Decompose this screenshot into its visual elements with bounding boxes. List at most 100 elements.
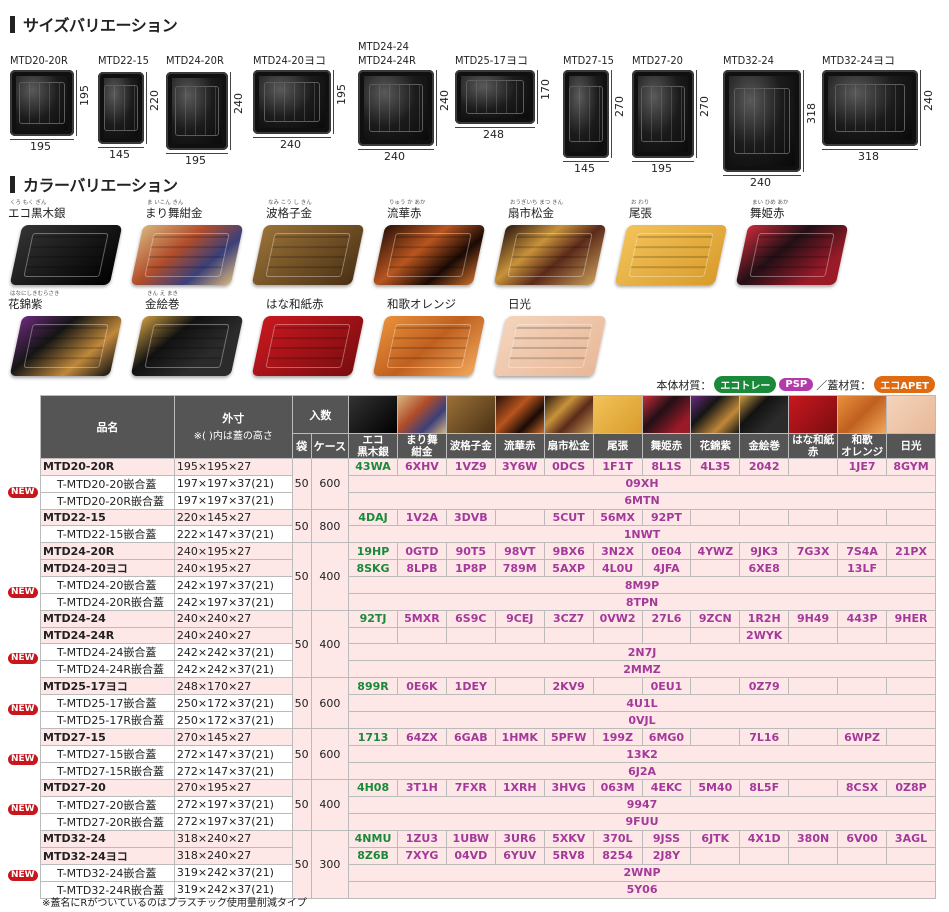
product-code: 7L16 (739, 728, 790, 747)
color-swatch (886, 395, 936, 434)
height-line (333, 70, 334, 134)
width-line (358, 149, 434, 150)
width-line (563, 161, 609, 162)
product-size: 240×195×27 (173, 542, 293, 561)
color-col-header: 舞姫赤 (641, 433, 692, 459)
product-code (837, 846, 888, 865)
color-name: はな和紙赤 (266, 297, 324, 311)
product-code (494, 626, 545, 645)
color-col-header: エコ 黒木銀 (348, 433, 398, 459)
product-name: MTD20-20R (40, 458, 175, 476)
product-size: 240×195×27 (173, 559, 293, 578)
product-code (788, 508, 839, 527)
color-swatch (543, 395, 594, 434)
lid-code: 0VJL (348, 711, 936, 730)
color-name: 扇市松金 おうぎいち まつ きん (508, 200, 563, 220)
product-name: MTD24-24R (40, 626, 175, 645)
table-row: T-MTD20-20嵌合蓋 197×197×37(21) 09XH (40, 474, 936, 493)
width-line (723, 175, 801, 176)
table-row: MTD32-24 318×240×27 50 300 4NMU 1ZU3 1UBW 3UR6 5… (40, 829, 936, 899)
color-swatch (445, 395, 496, 434)
bag-qty: 50 (291, 458, 312, 510)
color-tray-image (372, 316, 486, 376)
color-tray-image (251, 225, 365, 285)
color-tray-image (614, 225, 728, 285)
product-code: 4X1D (739, 829, 790, 848)
width-line (253, 137, 331, 138)
height-line (230, 72, 231, 150)
table-row: T-MTD24-20R嵌合蓋 242×197×37(21) 8TPN (40, 593, 936, 612)
product-code (886, 846, 936, 865)
color-swatch (739, 395, 790, 434)
color-ruby: なみ こう し きん (268, 200, 312, 206)
psp-badge: PSP (779, 378, 814, 391)
table-row: T-MTD24-24嵌合蓋 242×242×37(21) 2N7J (40, 643, 936, 662)
width-label: 240 (750, 176, 771, 189)
product-code: 3Y6W (494, 458, 545, 476)
table-row: MTD25-17ヨコ 248×170×27 50 600 899R 0E6K 1DEY 2KV… (40, 677, 936, 730)
size-name: MTD32-24ヨコ (822, 54, 895, 67)
product-size: 220×145×27 (173, 508, 293, 527)
color-ruby: くろ もく ぎん (10, 200, 47, 206)
product-code: 899R (348, 677, 398, 696)
product-code (690, 626, 741, 645)
width-label: 195 (185, 154, 206, 167)
height-label: 270 (698, 96, 711, 117)
product-code: 5CUT (543, 508, 594, 527)
size-name: MTD24-20R (166, 54, 224, 67)
product-code: 98VT (494, 542, 545, 561)
lid-code: 5Y06 (348, 880, 936, 899)
product-code: 6XHV (396, 458, 447, 476)
product-code (348, 626, 398, 645)
legend-body-label: 本体材質： (656, 378, 712, 392)
table-row: T-MTD24-24R嵌合蓋 242×242×37(21) 2MMZ (40, 660, 936, 679)
height-label: 240 (232, 93, 245, 114)
lid-code: 2MMZ (348, 660, 936, 679)
width-line (822, 149, 918, 150)
new-badge: NEW (8, 703, 38, 715)
new-badge: NEW (8, 486, 38, 498)
color-ruby: はなにしきむらさき (10, 291, 60, 297)
case-qty: 600 (310, 458, 350, 510)
product-name: MTD27-15 (40, 728, 175, 747)
product-code (739, 508, 790, 527)
product-name: T-MTD32-24R嵌合蓋 (40, 880, 175, 899)
bag-qty: 50 (291, 829, 312, 899)
product-code: 9H49 (788, 610, 839, 628)
lid-code: 8TPN (348, 593, 936, 612)
product-code (788, 779, 839, 797)
product-code: 8L5F (739, 779, 790, 797)
product-code: 5XKV (543, 829, 594, 848)
height-label: 195 (335, 84, 348, 105)
product-code: 6S9C (445, 610, 496, 628)
product-name: T-MTD20-20嵌合蓋 (40, 474, 175, 493)
new-badge: NEW (8, 753, 38, 765)
bag-qty: 50 (291, 508, 312, 544)
product-code: 92PT (641, 508, 692, 527)
color-swatch (837, 395, 888, 434)
product-code: 4YWZ (690, 542, 741, 561)
color-swatch (788, 395, 839, 434)
product-code (690, 677, 741, 696)
table-row: T-MTD25-17R嵌合蓋 250×172×37(21) 0VJL (40, 711, 936, 730)
product-size: 250×172×37(21) (173, 711, 293, 730)
color-swatch (348, 395, 398, 434)
product-name: MTD27-20 (40, 779, 175, 797)
product-code: 27L6 (641, 610, 692, 628)
product-code: 7XYG (396, 846, 447, 865)
product-size: 242×197×37(21) (173, 593, 293, 612)
product-code: 0E6K (396, 677, 447, 696)
color-col-header: 花錦紫 (690, 433, 741, 459)
product-code: 6V00 (837, 829, 888, 848)
product-code: 2J8Y (641, 846, 692, 865)
color-col-header: 和歌 オレンジ (837, 433, 888, 459)
color-ruby: りゅう か あか (389, 200, 426, 206)
tray-image (822, 70, 918, 146)
product-code: 9BX6 (543, 542, 594, 561)
height-line (76, 70, 77, 136)
product-code: 1P8P (445, 559, 496, 578)
product-size: 272×197×37(21) (173, 795, 293, 814)
tray-image (358, 70, 434, 146)
product-name: T-MTD24-24嵌合蓋 (40, 643, 175, 662)
table-row: MTD24-20ヨコ 240×195×27 8SKG 8LPB 1P8P 789M 5AXP… (40, 559, 936, 578)
